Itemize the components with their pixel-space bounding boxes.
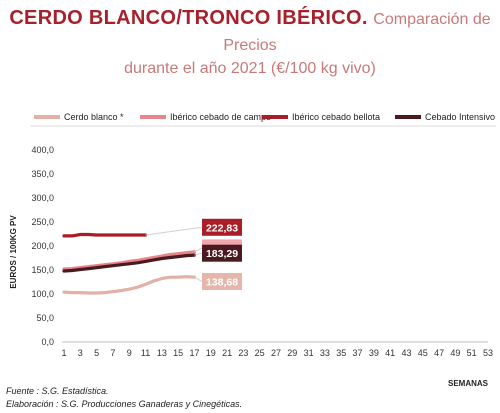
y-axis-title: EUROS / 100KG PV bbox=[9, 215, 18, 289]
x-tick-label: 23 bbox=[238, 348, 248, 358]
series-line bbox=[62, 232, 148, 238]
legend-label: Ibérico cebado de campo bbox=[170, 112, 271, 122]
y-tick-label: 200,0 bbox=[31, 241, 54, 251]
y-tick-label: 350,0 bbox=[31, 169, 54, 179]
y-tick-label: 50,0 bbox=[36, 313, 54, 323]
x-axis-title: SEMANAS bbox=[448, 379, 489, 388]
end-label-leader bbox=[194, 252, 203, 256]
x-tick-label: 1 bbox=[61, 348, 66, 358]
x-tick-label: 7 bbox=[110, 348, 115, 358]
x-tick-label: 11 bbox=[141, 348, 150, 358]
x-tick-label: 27 bbox=[271, 348, 281, 358]
x-tick-label: 21 bbox=[222, 348, 232, 358]
end-label-leader bbox=[145, 226, 203, 236]
chart-title-main: CERDO BLANCO/TRONCO IBÉRICO. bbox=[9, 7, 368, 29]
legend-label: Cerdo blanco * bbox=[64, 112, 124, 122]
chart-title-sub-line1: Comparación de Precios bbox=[223, 11, 491, 54]
x-tick-label: 9 bbox=[127, 348, 132, 358]
series-line bbox=[62, 253, 197, 273]
x-tick-label: 49 bbox=[450, 348, 460, 358]
end-label: 138,68 bbox=[206, 277, 238, 289]
footer-elaboration: Elaboración : S.G. Producciones Ganadera… bbox=[6, 399, 243, 409]
x-tick-label: 31 bbox=[304, 348, 314, 358]
series-line bbox=[62, 250, 197, 271]
x-tick-label: 35 bbox=[336, 348, 346, 358]
end-label-leader bbox=[194, 276, 203, 282]
legend-label: Ibérico cebado bellota bbox=[292, 112, 380, 122]
footer-source: Fuente : S.G. Estadística. bbox=[6, 386, 109, 396]
x-tick-label: 13 bbox=[157, 348, 167, 358]
x-tick-label: 15 bbox=[173, 348, 183, 358]
end-label-box bbox=[202, 273, 242, 291]
x-tick-label: 53 bbox=[483, 348, 493, 358]
y-tick-label: 0,0 bbox=[41, 337, 54, 347]
y-tick-label: 250,0 bbox=[31, 217, 54, 227]
x-tick-label: 19 bbox=[206, 348, 216, 358]
x-tick-label: 41 bbox=[385, 348, 395, 358]
chart-title-sub-line2: durante el año 2021 (€/100 kg vivo) bbox=[124, 60, 376, 77]
end-label-box bbox=[202, 218, 242, 236]
series-line bbox=[62, 275, 197, 295]
y-tick-label: 100,0 bbox=[31, 289, 54, 299]
end-label: 183,29 bbox=[206, 248, 238, 260]
x-tick-label: 25 bbox=[255, 348, 265, 358]
x-tick-label: 17 bbox=[189, 348, 199, 358]
x-tick-label: 45 bbox=[418, 348, 428, 358]
y-tick-label: 300,0 bbox=[31, 193, 54, 203]
x-tick-label: 5 bbox=[94, 348, 99, 358]
x-tick-label: 37 bbox=[353, 348, 363, 358]
chart-title: CERDO BLANCO/TRONCO IBÉRICO. Comparación… bbox=[0, 6, 500, 80]
x-tick-label: 3 bbox=[78, 348, 83, 358]
x-tick-label: 33 bbox=[320, 348, 330, 358]
x-tick-label: 47 bbox=[434, 348, 444, 358]
end-label-box bbox=[202, 244, 242, 262]
end-label-leader bbox=[194, 247, 203, 253]
x-tick-label: 43 bbox=[401, 348, 411, 358]
end-label: 222,83 bbox=[206, 222, 238, 234]
y-tick-label: 400,0 bbox=[31, 145, 54, 155]
legend-label: Cebado Intensivo bbox=[425, 112, 495, 122]
x-tick-label: 39 bbox=[369, 348, 379, 358]
x-tick-label: 29 bbox=[287, 348, 297, 358]
y-tick-label: 150,0 bbox=[31, 265, 54, 275]
x-tick-label: 51 bbox=[467, 348, 477, 358]
